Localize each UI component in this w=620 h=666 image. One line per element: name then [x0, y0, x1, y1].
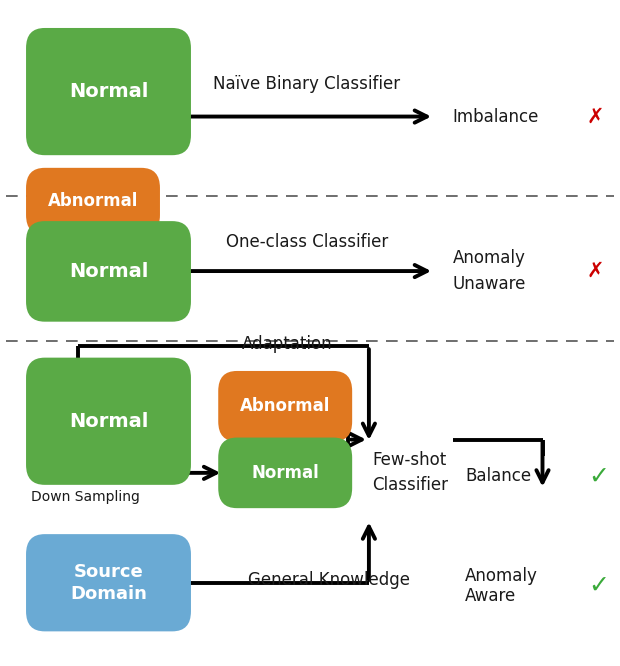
Text: Balance: Balance — [465, 467, 531, 486]
Text: ✗: ✗ — [587, 107, 604, 127]
FancyBboxPatch shape — [26, 28, 191, 155]
Text: Unaware: Unaware — [453, 275, 526, 294]
Text: Down Sampling: Down Sampling — [31, 490, 140, 503]
Text: Abnormal: Abnormal — [48, 192, 138, 210]
Text: Anomaly: Anomaly — [465, 567, 538, 585]
FancyBboxPatch shape — [26, 358, 191, 485]
Text: Normal: Normal — [69, 82, 148, 101]
Text: ✓: ✓ — [588, 574, 609, 598]
Text: Imbalance: Imbalance — [453, 107, 539, 126]
Text: Normal: Normal — [69, 262, 148, 281]
Text: Few-shot
Classifier: Few-shot Classifier — [372, 452, 448, 494]
Text: Aware: Aware — [465, 587, 516, 605]
FancyBboxPatch shape — [218, 371, 352, 442]
FancyBboxPatch shape — [218, 438, 352, 508]
FancyBboxPatch shape — [26, 534, 191, 631]
Text: Adaptation: Adaptation — [242, 335, 332, 353]
Text: General Knowledge: General Knowledge — [248, 571, 410, 589]
Text: Naïve Binary Classifier: Naïve Binary Classifier — [213, 75, 401, 93]
Text: Source
Domain: Source Domain — [70, 563, 147, 603]
Text: ✗: ✗ — [587, 261, 604, 281]
Text: Normal: Normal — [251, 464, 319, 482]
Text: Abnormal: Abnormal — [240, 397, 330, 416]
Text: Normal: Normal — [69, 412, 148, 431]
FancyBboxPatch shape — [26, 168, 160, 235]
Text: ✓: ✓ — [588, 464, 609, 488]
Text: One-class Classifier: One-class Classifier — [226, 233, 388, 251]
Text: Anomaly: Anomaly — [453, 248, 526, 267]
FancyBboxPatch shape — [26, 221, 191, 322]
